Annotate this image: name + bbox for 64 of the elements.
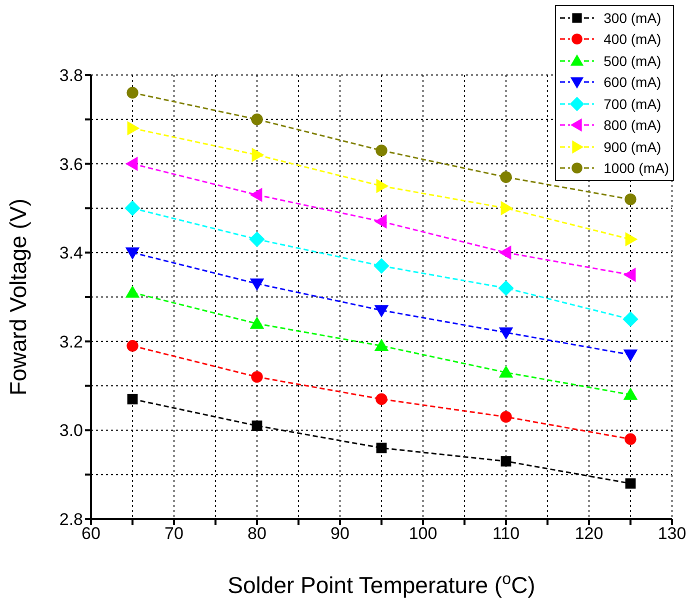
point (624, 433, 636, 445)
point (374, 305, 389, 318)
point (374, 214, 387, 229)
point (500, 201, 514, 216)
x-tick-label: 60 (82, 524, 100, 544)
point (125, 156, 138, 171)
point (500, 456, 512, 466)
x-tick-label: 70 (164, 524, 184, 544)
y-tick-label: 3.6 (59, 154, 83, 174)
x-tick-label: 110 (492, 524, 520, 544)
point (374, 338, 389, 352)
legend-label: 800 (mA) (604, 117, 662, 134)
legend-label: 300 (mA) (604, 10, 662, 26)
x-axis-title: Solder Point Temperature ($^{o}$C) (228, 570, 536, 598)
point (251, 371, 263, 383)
x-tick-label: 120 (574, 524, 604, 544)
y-axis-title: Foward Voltage (V) (5, 198, 31, 396)
x-tick-label: 100 (408, 524, 438, 544)
point (498, 280, 514, 296)
point (623, 388, 638, 400)
y-tick-label: 2.8 (59, 510, 83, 530)
point (625, 478, 636, 489)
x-tick-label: 90 (330, 524, 350, 544)
point (624, 193, 636, 206)
point (625, 232, 638, 246)
point (127, 121, 140, 136)
y-tick-label: 3.4 (59, 244, 83, 263)
legend-label: 1000 (mA) (604, 160, 669, 176)
y-tick-label: 3.0 (59, 421, 83, 440)
point (251, 114, 263, 126)
legend-label: 500 (mA) (604, 52, 662, 69)
point (500, 411, 512, 423)
x-tick-label: 80 (248, 524, 266, 544)
y-tick-label: 3.8 (59, 66, 83, 86)
point (250, 316, 264, 329)
legend-label: 700 (mA) (604, 96, 662, 112)
point (127, 394, 138, 404)
point (498, 245, 512, 260)
point (376, 178, 389, 194)
point (376, 442, 387, 454)
point (498, 327, 514, 340)
point (249, 231, 265, 248)
point (250, 188, 262, 202)
point (623, 350, 638, 362)
point (126, 86, 138, 99)
point (498, 365, 514, 378)
point (252, 148, 264, 162)
point (623, 268, 636, 282)
point (126, 340, 138, 352)
legend-label: 900 (mA) (604, 138, 662, 155)
y-tick-label: 3.2 (59, 332, 83, 352)
point (125, 285, 140, 298)
x-tick-label: 130 (658, 524, 686, 544)
point (252, 420, 262, 431)
point (376, 144, 388, 156)
legend-label: 400 (mA) (604, 31, 662, 48)
point (250, 278, 264, 291)
point (125, 247, 140, 260)
legend-label: 600 (mA) (604, 74, 662, 90)
point (622, 311, 638, 327)
point (124, 200, 140, 216)
point (376, 393, 388, 405)
point (374, 258, 390, 274)
point (500, 171, 512, 183)
